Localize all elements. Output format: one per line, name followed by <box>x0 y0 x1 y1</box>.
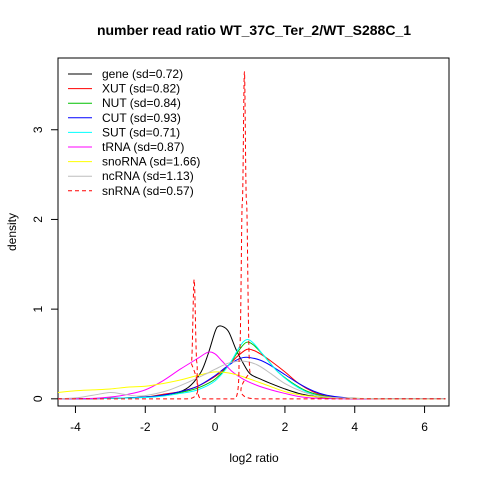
series-line <box>57 348 446 400</box>
legend-label: NUT (sd=0.84) <box>102 96 181 110</box>
y-axis-label: density <box>5 213 19 251</box>
x-tick-label: 6 <box>421 420 428 434</box>
series-line <box>57 360 446 400</box>
y-tick-label: 2 <box>31 216 45 223</box>
x-axis: -4 -2 0 2 4 6 <box>70 405 428 434</box>
legend-label: ncRNA (sd=1.13) <box>102 169 194 183</box>
legend-label: XUT (sd=0.82) <box>102 82 180 96</box>
x-tick-label: -4 <box>70 420 81 434</box>
y-tick-label: 1 <box>31 305 45 312</box>
chart-title: number read ratio WT_37C_Ter_2/WT_S288C_… <box>97 22 411 38</box>
series-line <box>57 351 446 400</box>
legend-label: SUT (sd=0.71) <box>102 125 180 139</box>
series-line <box>57 356 446 400</box>
x-tick-label: 4 <box>351 420 358 434</box>
y-axis: 0 1 2 3 <box>31 126 59 402</box>
series-layer <box>57 70 446 400</box>
x-tick-label: 0 <box>212 420 219 434</box>
x-axis-label: log2 ratio <box>229 451 279 465</box>
legend-label: gene (sd=0.72) <box>102 67 183 81</box>
legend-label: snRNA (sd=0.57) <box>102 184 194 198</box>
x-tick-label: 2 <box>282 420 289 434</box>
y-tick-label: 0 <box>31 395 45 402</box>
y-tick-label: 3 <box>31 126 45 133</box>
legend-label: tRNA (sd=0.87) <box>102 140 184 154</box>
legend-label: snoRNA (sd=1.66) <box>102 155 200 169</box>
legend: gene (sd=0.72)XUT (sd=0.82)NUT (sd=0.84)… <box>68 67 200 198</box>
legend-label: CUT (sd=0.93) <box>102 111 181 125</box>
x-tick-label: -2 <box>140 420 151 434</box>
series-line <box>58 70 446 400</box>
